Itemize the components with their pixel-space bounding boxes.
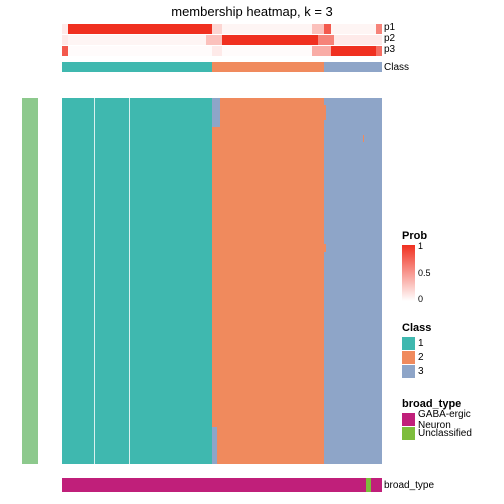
legend-prob-ticks: 1 0.5 0 [418,245,444,301]
label-p3: p3 [384,44,395,55]
label-class: Class [384,62,409,73]
label-p2: p2 [384,33,395,44]
legend-class: Class 123 [402,322,431,379]
legend-prob: Prob 1 0.5 0 [402,230,427,303]
chart-title: membership heatmap, k = 3 [0,4,504,19]
legend-prob-title: Prob [402,230,427,242]
legend-prob-gradient [402,245,415,301]
broad-type-row [62,478,382,492]
label-broad-type: broad_type [384,480,434,491]
legend-broad: broad_type GABA-ergic NeuronUnclassified [402,398,504,441]
left-sampling-bar [22,98,38,464]
label-p1: p1 [384,22,395,33]
class-annotation-row [62,62,382,72]
probability-rows [62,24,382,57]
legend-class-title: Class [402,322,431,334]
main-heatmap [62,98,382,464]
